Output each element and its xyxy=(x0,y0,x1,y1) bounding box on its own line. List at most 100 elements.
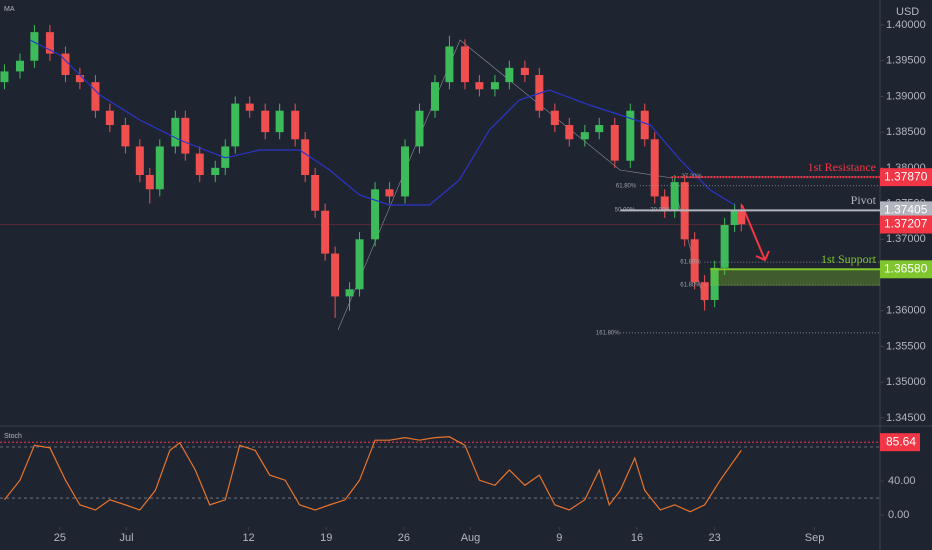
level-value: 1.37870 xyxy=(884,169,928,183)
y-tick-label: 1.40000 xyxy=(886,19,926,31)
x-tick-label: Jul xyxy=(119,532,133,544)
candle-body xyxy=(321,210,330,254)
candle-body xyxy=(475,82,484,90)
candle-body xyxy=(660,196,669,211)
candle-body xyxy=(145,175,154,190)
candle-body xyxy=(331,253,340,297)
level-box xyxy=(880,201,932,220)
candle-body xyxy=(171,117,180,147)
y-tick-label: 1.34500 xyxy=(886,412,926,424)
candle-body xyxy=(245,103,254,111)
level-value: 1.36580 xyxy=(884,261,928,275)
candle-body xyxy=(231,103,240,147)
candle-body xyxy=(505,67,514,83)
candle-body xyxy=(415,110,424,147)
candle-body xyxy=(195,153,204,175)
arrow-head xyxy=(755,250,770,262)
candle-body xyxy=(261,110,270,133)
candle-body xyxy=(650,139,659,197)
candle-body xyxy=(155,146,164,190)
y-tick-label: 1.39000 xyxy=(886,90,926,102)
x-tick-label: Aug xyxy=(461,532,481,544)
y-tick-label: 1.39500 xyxy=(886,55,926,67)
line-series xyxy=(29,39,735,206)
last-value-box xyxy=(880,433,920,452)
support-zone xyxy=(710,269,880,286)
line-series xyxy=(3,436,742,513)
currency: USD xyxy=(896,6,919,18)
candle-body xyxy=(291,110,300,140)
y-tick-label: 40.00 xyxy=(888,475,916,487)
x-tick-label: 25 xyxy=(54,532,66,544)
level-label: 1st Resistance xyxy=(808,160,876,174)
candle-body xyxy=(460,46,469,83)
fib-label: 61.80% xyxy=(680,260,701,266)
candle-body xyxy=(211,167,220,175)
candle-body xyxy=(91,82,100,111)
candle-body xyxy=(690,239,699,283)
candle-body xyxy=(720,225,729,268)
x-tick-label: 12 xyxy=(242,532,254,544)
x-tick-label: 23 xyxy=(709,532,721,544)
candle-body xyxy=(550,110,559,125)
candle-body xyxy=(490,82,499,90)
candle-body xyxy=(640,110,649,140)
y-tick-label: 1.38500 xyxy=(886,126,926,138)
candle-body xyxy=(445,46,454,83)
y-tick-label: 1.35000 xyxy=(886,376,926,388)
candle-body xyxy=(121,125,130,147)
x-tick-label: 26 xyxy=(398,532,410,544)
candle-body xyxy=(345,289,354,297)
level-box xyxy=(880,168,932,187)
candle-body xyxy=(221,146,230,168)
y-tick-label: 1.37000 xyxy=(886,233,926,245)
stoch-label: Stoch xyxy=(4,433,22,440)
level-label: 1st Support xyxy=(821,252,877,266)
candle-body xyxy=(181,117,190,154)
candle-body xyxy=(520,67,529,75)
candle-body xyxy=(30,32,39,61)
candle-body xyxy=(595,125,604,133)
fib-label: 161.80% xyxy=(596,330,620,336)
y-tick-label: 1.36000 xyxy=(886,305,926,317)
x-tick-label: Sep xyxy=(805,532,825,544)
candle-body xyxy=(311,175,320,211)
candle-body xyxy=(61,53,70,75)
x-tick-label: 9 xyxy=(556,532,562,544)
y-tick-label: 0.00 xyxy=(888,509,909,521)
candle-body xyxy=(670,182,679,211)
candle-body xyxy=(730,210,739,225)
level-label: Pivot xyxy=(851,193,877,207)
candle-body xyxy=(15,60,24,72)
candle-body xyxy=(355,239,364,290)
fib-label: 27.20% xyxy=(681,174,702,180)
candle-body xyxy=(275,110,284,133)
fib-label: 61.80% xyxy=(616,183,637,189)
y-tick-label: 1.35500 xyxy=(886,340,926,352)
candle-body xyxy=(401,146,410,197)
candle-body xyxy=(626,110,635,161)
candle-body xyxy=(0,71,9,83)
candle-body xyxy=(580,132,589,140)
last-value-label: 85.64 xyxy=(886,434,916,448)
candle-body xyxy=(385,189,394,197)
candle-body xyxy=(135,146,144,175)
candle-body xyxy=(301,139,310,175)
candle-body xyxy=(610,125,619,161)
candle-body xyxy=(710,267,719,300)
level-value: 1.37405 xyxy=(884,203,928,217)
candle-body xyxy=(565,125,574,140)
candle-body xyxy=(45,32,54,54)
candle-body xyxy=(105,110,114,125)
candle-body xyxy=(737,210,746,225)
x-tick-label: 16 xyxy=(631,532,643,544)
candle-body xyxy=(371,189,380,240)
arrow xyxy=(741,204,766,261)
fib-label: 61.80% xyxy=(680,283,701,289)
candle-body xyxy=(431,82,440,111)
level-box xyxy=(880,260,932,279)
last-price-label: 1.37207 xyxy=(884,217,928,231)
x-tick-label: 19 xyxy=(320,532,332,544)
candle-body xyxy=(700,282,709,300)
